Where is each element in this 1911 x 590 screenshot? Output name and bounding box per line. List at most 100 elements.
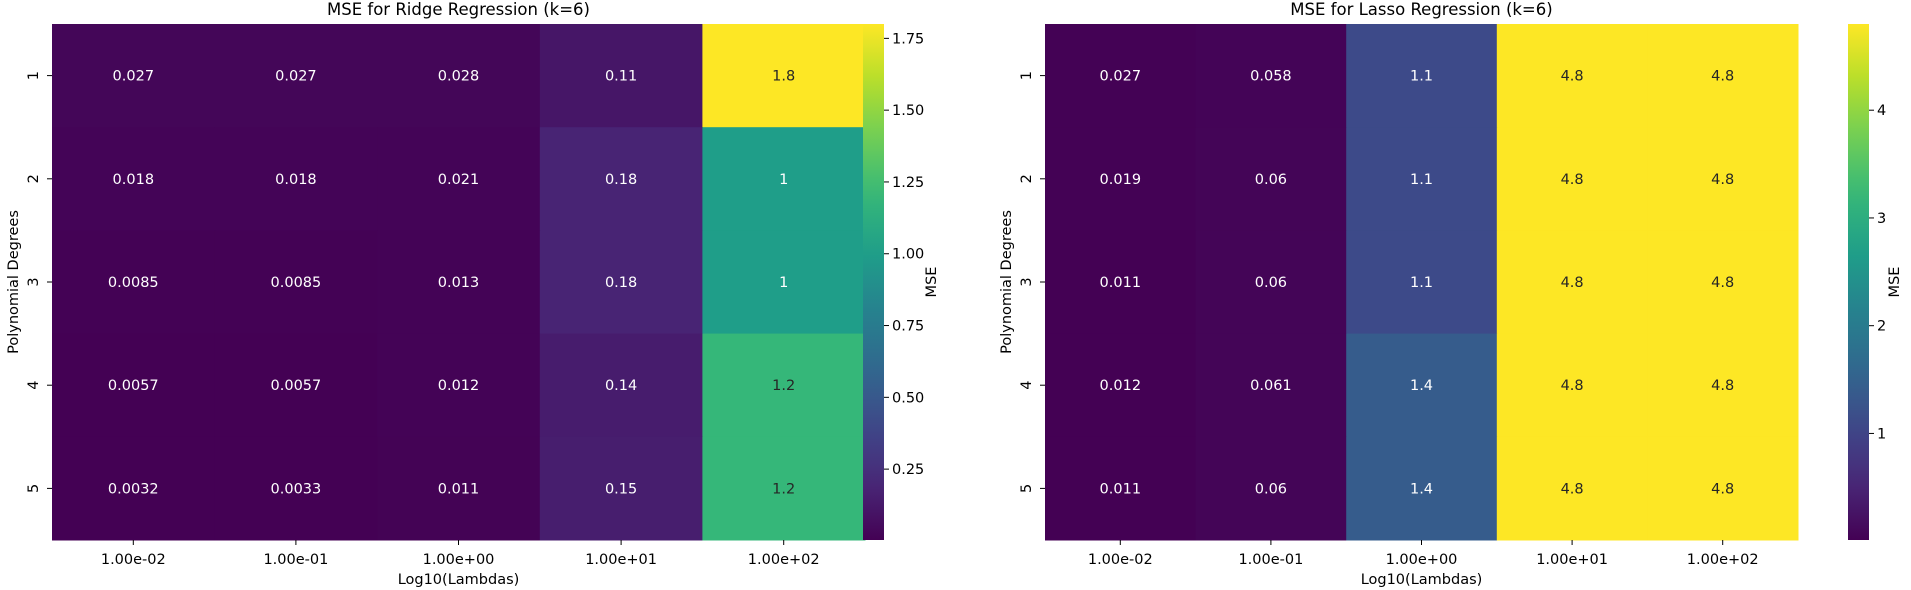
cell-value-label: 4.8 (1711, 378, 1734, 394)
heatmap-cell (1195, 230, 1347, 335)
colorbar-tick-label: 0.50 (892, 390, 924, 406)
heatmap-cell (377, 333, 541, 438)
cell-value-label: 4.8 (1561, 481, 1584, 497)
colorbar-tick-label: 0.25 (892, 462, 924, 478)
colorbar (863, 24, 884, 540)
x-axis-label: Log10(Lambdas) (398, 572, 520, 588)
cell-value-label: 4.8 (1561, 275, 1584, 291)
heatmap-cell (214, 333, 378, 438)
cell-value-label: 0.011 (1100, 481, 1142, 497)
heatmap-cell (1647, 24, 1799, 128)
cell-value-label: 4.8 (1711, 69, 1734, 85)
x-tick-label: 1.00e+02 (1687, 552, 1759, 568)
cell-value-label: 0.06 (1255, 481, 1287, 497)
heatmap-cell (1496, 333, 1648, 438)
heatmap-cell (1496, 24, 1648, 128)
cell-value-label: 4.8 (1711, 275, 1734, 291)
heatmap-cell (539, 333, 703, 438)
colorbar (1848, 24, 1869, 540)
heatmap-cell (377, 230, 541, 335)
heatmap-cell (1346, 24, 1498, 128)
colorbar-tick-label: 0.75 (892, 319, 924, 335)
heatmap-panel-2: MSE for Lasso Regression (k=6) 0.027 0.058… (999, 0, 1903, 588)
heatmap-cell (214, 24, 378, 128)
heatmap-cell (1195, 127, 1347, 231)
heatmap-cell (1647, 230, 1799, 335)
cell-value-label: 0.0033 (271, 481, 322, 497)
heatmap-cell (1346, 333, 1498, 438)
colorbar-tick-label: 4 (1877, 103, 1886, 119)
cell-value-label: 1.8 (772, 69, 795, 85)
y-tick-label: 1 (26, 71, 42, 80)
cell-value-label: 1.2 (772, 378, 795, 394)
colorbar-tick-label: 3 (1877, 211, 1886, 227)
heatmap-cell (539, 230, 703, 335)
cell-value-label: 0.0085 (271, 275, 322, 291)
cell-value-label: 1 (779, 172, 788, 188)
y-tick-label: 5 (26, 484, 42, 493)
cell-value-label: 0.06 (1255, 172, 1287, 188)
cell-value-label: 0.058 (1250, 69, 1292, 85)
y-tick-label: 4 (1019, 381, 1035, 390)
heatmap-cell (1195, 24, 1347, 128)
y-axis-label: Polynomial Degrees (6, 210, 22, 354)
cell-value-label: 1.1 (1410, 275, 1433, 291)
heatmap-cell (1496, 436, 1648, 541)
cell-value-label: 0.012 (438, 378, 480, 394)
heatmap-cell (1496, 127, 1648, 231)
cell-value-label: 0.0032 (108, 481, 159, 497)
cell-value-label: 4.8 (1561, 378, 1584, 394)
y-tick-label: 2 (26, 174, 42, 183)
heatmap-cell (1045, 333, 1197, 438)
cell-value-label: 4.8 (1711, 172, 1734, 188)
y-tick-label: 5 (1019, 484, 1035, 493)
cell-value-label: 0.0057 (108, 378, 159, 394)
cell-value-label: 0.061 (1250, 378, 1292, 394)
heatmap-cell (214, 127, 378, 231)
cell-value-label: 0.011 (438, 481, 480, 497)
heatmap-cell (539, 24, 703, 128)
heatmap-cell (702, 230, 866, 335)
cell-value-label: 1.1 (1410, 172, 1433, 188)
heatmap-cell (1195, 333, 1347, 438)
heatmap-cell (1195, 436, 1347, 541)
cell-value-label: 0.028 (438, 69, 480, 85)
y-tick-label: 3 (1019, 277, 1035, 286)
heatmap-panel-1: MSE for Ridge Regression (k=6) 0.027 0.027… (6, 0, 940, 588)
cell-value-label: 1.2 (772, 481, 795, 497)
y-tick-label: 4 (26, 381, 42, 390)
cell-value-label: 0.027 (275, 69, 317, 85)
cell-value-label: 0.018 (113, 172, 155, 188)
x-tick-label: 1.00e+00 (1386, 552, 1458, 568)
cell-value-label: 4.8 (1711, 481, 1734, 497)
heatmap-cell (377, 24, 541, 128)
cell-value-label: 0.027 (113, 69, 155, 85)
x-tick-label: 1.00e-02 (1088, 552, 1153, 568)
heatmap-cell (1045, 127, 1197, 231)
x-tick-label: 1.00e+00 (423, 552, 495, 568)
cell-value-label: 0.11 (605, 69, 637, 85)
heatmap-cell (1045, 436, 1197, 541)
cell-value-label: 1.1 (1410, 69, 1433, 85)
heatmap-cell (1346, 230, 1498, 335)
heatmap-cell (52, 24, 216, 128)
x-tick-label: 1.00e-02 (101, 552, 166, 568)
heatmap-cell (52, 230, 216, 335)
cell-value-label: 0.021 (438, 172, 480, 188)
heatmap-cell (214, 230, 378, 335)
heatmap-cell (539, 127, 703, 231)
colorbar-label: MSE (1887, 267, 1903, 298)
colorbar-tick-label: 1.25 (892, 175, 924, 191)
colorbar-tick-label: 1.50 (892, 103, 924, 119)
heatmap-cell (52, 127, 216, 231)
colorbar-tick-label: 1.75 (892, 31, 924, 47)
y-tick-label: 1 (1019, 71, 1035, 80)
cell-value-label: 0.06 (1255, 275, 1287, 291)
cell-value-label: 0.012 (1100, 378, 1142, 394)
heatmap-cell (702, 333, 866, 438)
heatmap-cell (377, 127, 541, 231)
cell-value-label: 0.013 (438, 275, 480, 291)
x-tick-label: 1.00e-01 (263, 552, 328, 568)
heatmap-cell (1496, 230, 1648, 335)
